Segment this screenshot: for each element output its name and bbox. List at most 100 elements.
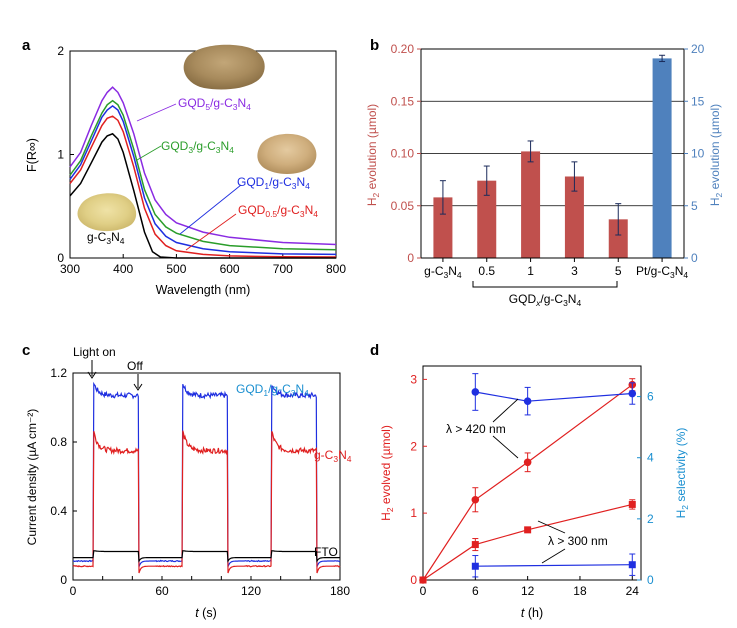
y-axis-label-a: F(R∞) xyxy=(25,138,39,172)
x-tick-label-a: 600 xyxy=(220,262,240,276)
x-tick-label-c: 120 xyxy=(241,584,261,598)
data-point-square xyxy=(471,562,479,570)
y-tick-label-d-right: 2 xyxy=(647,512,654,526)
x-tick-label-b: Pt/g-C3N4 xyxy=(636,264,688,280)
data-point-square xyxy=(471,541,479,549)
spectrum-line xyxy=(69,86,337,246)
bar xyxy=(652,58,672,258)
spectrum-line xyxy=(69,104,337,256)
axis-ticks-a: 300 400 500 600 700 800 0 1 2 xyxy=(57,44,346,276)
axis-ticks-c: 0 60 120 180 0 0.4 0.8 1.2 xyxy=(50,366,350,598)
y-axis-label-c: Current density (µA cm⁻²) xyxy=(25,409,39,546)
gqd1-powder-photo xyxy=(257,133,317,174)
y-tick-label-b-right: 20 xyxy=(691,42,705,56)
x-tick-label-a: 300 xyxy=(60,262,80,276)
x-tick-label-d: 12 xyxy=(521,584,535,598)
label-gqd5: GQD5/g-C3N4 xyxy=(178,96,251,112)
x-tick-label-b: 0.5 xyxy=(478,264,495,278)
series-line-d xyxy=(475,391,633,402)
series-line-d xyxy=(422,503,633,581)
photocurrent-line xyxy=(73,381,341,567)
y-tick-label-a: 1 xyxy=(57,148,64,162)
data-point-circle xyxy=(523,397,532,405)
spectrum-line xyxy=(69,132,336,259)
panel-letter-c: c xyxy=(22,342,30,359)
y-tick-label-d-right: 6 xyxy=(647,390,654,404)
bar xyxy=(564,176,584,258)
label-gcn: g-C3N4 xyxy=(87,230,125,246)
x-tick-label-b: 5 xyxy=(615,264,622,278)
data-point-square xyxy=(628,500,636,508)
photocurrent-line xyxy=(73,550,340,563)
x-tick-label-a: 500 xyxy=(166,262,186,276)
arrow-head-off xyxy=(133,383,143,391)
x-axis-label-c: t (s) xyxy=(195,606,217,620)
photocurrent-curves xyxy=(72,381,341,574)
label-gqd05: GQD0.5/g-C3N4 xyxy=(238,203,318,219)
y-tick-label-d-right: 0 xyxy=(647,573,654,587)
spectra-curves xyxy=(69,86,337,259)
bar xyxy=(608,219,628,258)
axis-ticks-b: 0 0.05 0.10 0.15 0.20 0 5 10 15 20 g-C3N4 0.5 1 3 5 Pt/… xyxy=(391,42,705,280)
leader-line-gqd3 xyxy=(136,145,162,161)
y-tick-label-d-left: 3 xyxy=(410,372,417,386)
y-tick-label-c: 0 xyxy=(60,573,67,587)
y-tick-label-b-left: 0.05 xyxy=(391,199,415,213)
x-tick-label-b: 3 xyxy=(571,264,578,278)
y-tick-label-b-left: 0.10 xyxy=(391,147,415,161)
y-tick-label-a: 2 xyxy=(57,44,64,58)
bar xyxy=(433,197,453,258)
data-point-circle xyxy=(471,495,480,504)
annotation-300: λ > 300 nm xyxy=(548,534,608,548)
label-c-fto: FTO xyxy=(314,545,338,559)
y-axis-label-b-right: H2 evolution (µmol) xyxy=(708,104,724,206)
x-axis-label-a: Wavelength (nm) xyxy=(156,283,251,297)
data-point-circle xyxy=(523,458,532,467)
leader-line-gqd5 xyxy=(136,103,177,122)
x-tick-label-d: 18 xyxy=(573,584,587,598)
panel-letter-a: a xyxy=(22,37,31,54)
label-gqd3: GQD3/g-C3N4 xyxy=(161,139,234,155)
y-tick-label-b-left: 0.20 xyxy=(391,42,415,56)
y-tick-label-b-right: 0 xyxy=(691,251,698,265)
bar xyxy=(521,151,541,258)
data-point-square xyxy=(628,561,636,569)
x-tick-label-c: 60 xyxy=(155,584,169,598)
label-gqd1: GQD1/g-C3N4 xyxy=(237,175,310,191)
gcn-powder-photo xyxy=(77,193,137,232)
y-tick-label-d-left: 0 xyxy=(410,573,417,587)
spectrum-line xyxy=(69,99,337,251)
annotation-420: λ > 420 nm xyxy=(446,422,506,436)
group-bracket xyxy=(472,281,618,288)
annotation-light-on: Light on xyxy=(73,345,116,359)
arrow-head-light-on xyxy=(87,371,97,379)
photocurrent-line xyxy=(72,430,341,574)
x-tick-label-a: 400 xyxy=(113,262,133,276)
y-tick-label-b-right: 5 xyxy=(691,199,698,213)
panel-letter-b: b xyxy=(370,37,379,54)
label-c-gqd1: GQD1/g-C3N4 xyxy=(236,382,309,398)
data-point-square xyxy=(419,576,427,584)
y-axis-label-d-right: H2 selectivity (%) xyxy=(674,428,690,519)
gridlines-b xyxy=(421,100,684,207)
x-tick-label-d: 0 xyxy=(420,584,427,598)
leader-300-selectivity xyxy=(541,548,566,564)
x-tick-label-a: 700 xyxy=(273,262,293,276)
series-line-d xyxy=(475,564,633,567)
gqd5-powder-photo xyxy=(183,44,265,90)
x-tick-label-c: 0 xyxy=(70,584,77,598)
y-tick-label-a: 0 xyxy=(57,251,64,265)
y-tick-label-b-left: 0 xyxy=(407,251,414,265)
spectrum-line xyxy=(69,115,337,258)
series-d xyxy=(419,373,637,584)
leader-300-evolved xyxy=(537,520,566,534)
bars-b xyxy=(433,54,672,258)
x-tick-label-d: 24 xyxy=(626,584,640,598)
label-c-gcn: g-C3N4 xyxy=(314,448,352,464)
leader-line-gqd05 xyxy=(185,213,237,251)
bar xyxy=(477,180,497,258)
